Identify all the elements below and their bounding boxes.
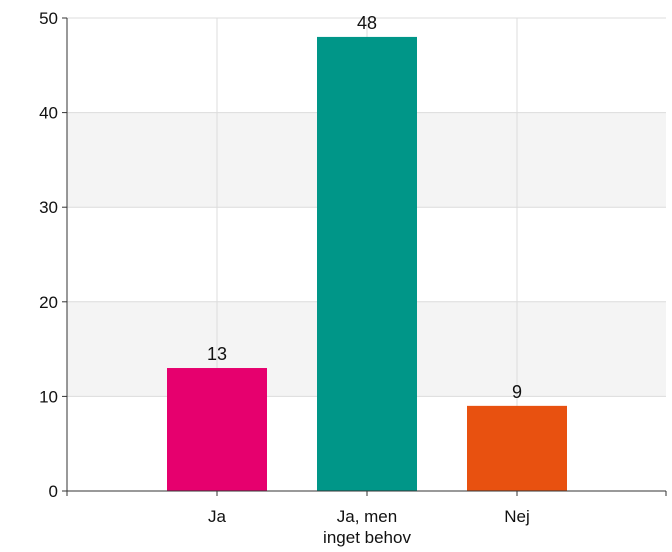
y-tick-label: 30	[39, 198, 58, 217]
x-tick-label-line: Ja	[208, 507, 227, 526]
y-tick-label: 20	[39, 293, 58, 312]
x-tick-label-line: Ja, men	[337, 507, 397, 526]
bar	[317, 36, 417, 492]
y-tick-label: 50	[39, 9, 58, 28]
axes	[62, 17, 667, 496]
x-tick-label-line: inget behov	[323, 528, 411, 547]
x-tick-labels: Ja Ja, men inget behov Nej	[208, 507, 530, 547]
x-tick-label: Ja	[208, 507, 227, 526]
data-label: 13	[207, 344, 227, 364]
y-tick-label: 0	[49, 482, 58, 501]
bars	[167, 36, 567, 492]
bar	[167, 368, 267, 491]
data-label: 48	[357, 13, 377, 33]
x-tick-label-line: Nej	[504, 507, 530, 526]
y-tick-label: 10	[39, 387, 58, 406]
bar	[467, 405, 567, 491]
x-tick-label: Ja, men inget behov	[323, 507, 411, 547]
x-tick-label: Nej	[504, 507, 530, 526]
data-labels: 13 48 9	[207, 13, 522, 402]
data-label: 9	[512, 382, 522, 402]
y-tick-labels: 0 10 20 30 40 50	[39, 9, 58, 501]
y-tick-label: 40	[39, 104, 58, 123]
